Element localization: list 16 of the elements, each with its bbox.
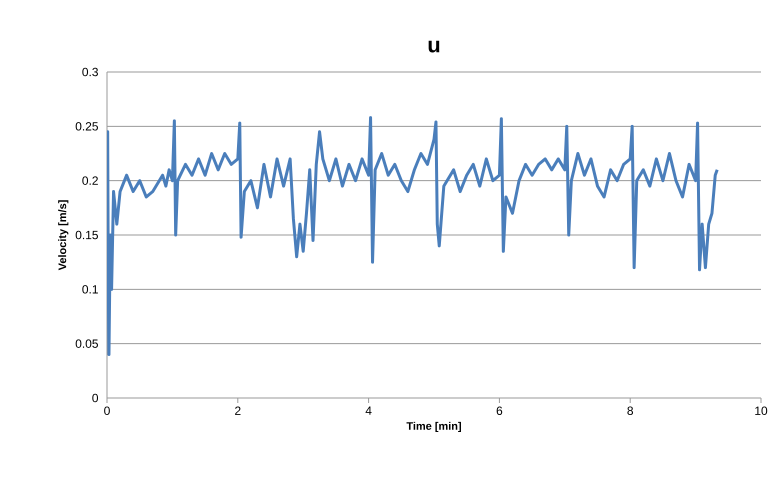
x-tick-label: 4 bbox=[366, 406, 372, 415]
y-tick-label: 0.2 bbox=[82, 176, 98, 185]
y-tick-label: 0.15 bbox=[76, 230, 98, 240]
y-tick-label: 0.1 bbox=[82, 285, 98, 294]
chart-title: u bbox=[428, 40, 440, 53]
x-tick-label: 10 bbox=[755, 406, 768, 415]
x-tick-label: 0 bbox=[104, 406, 110, 415]
y-axis-title: Velocity [m/s] bbox=[58, 200, 68, 270]
x-tick-label: 6 bbox=[496, 406, 502, 415]
y-tick-label: 0.05 bbox=[76, 339, 98, 348]
y-tick-label: 0.25 bbox=[76, 122, 98, 131]
x-axis-title: Time [min] bbox=[406, 422, 461, 432]
x-tick-label: 8 bbox=[627, 406, 634, 415]
y-tick-label: 0 bbox=[92, 394, 98, 402]
x-tick-label: 2 bbox=[235, 406, 241, 415]
y-tick-label: 0.3 bbox=[82, 68, 98, 76]
